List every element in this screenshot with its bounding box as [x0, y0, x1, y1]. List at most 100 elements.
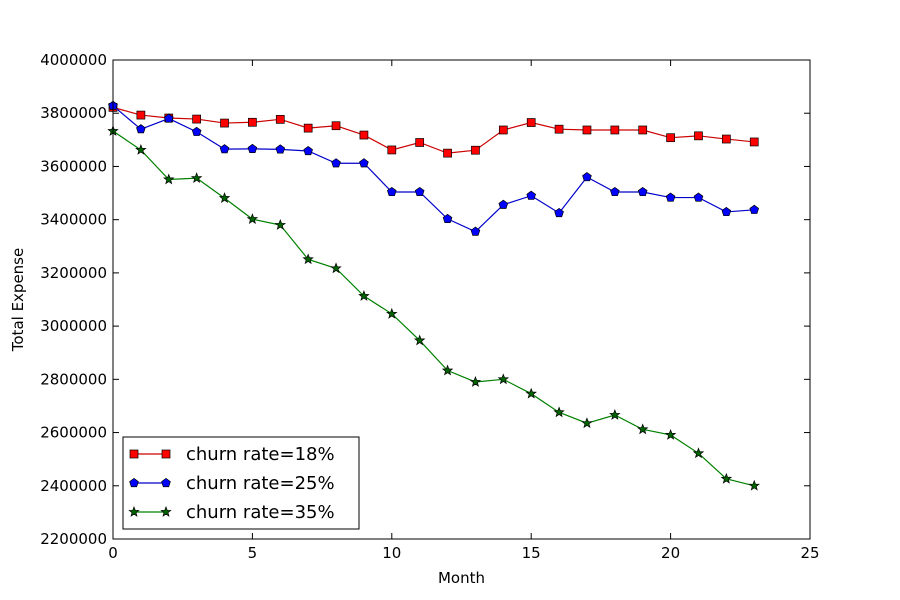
data-point: [526, 118, 536, 127]
series-line: [112, 105, 755, 233]
plot-frame: [112, 59, 811, 540]
series-2: [107, 125, 760, 491]
data-point: [192, 114, 201, 124]
ticks-layer: 0 5 10 15 20 25 2200000 2400000 2600000 2800000 30…: [40, 51, 819, 562]
data-point: [358, 290, 370, 301]
data-point: [359, 130, 369, 140]
legend-item-churn-18: churn rate=18%: [129, 444, 335, 465]
y-tick-label: 3400000: [40, 211, 107, 229]
data-point: [498, 199, 509, 209]
y-tick-label: 4000000: [40, 51, 107, 69]
data-point: [247, 143, 258, 153]
data-point: [721, 206, 732, 217]
x-tick-label: 5: [248, 544, 258, 562]
data-point: [469, 375, 482, 387]
data-point: [749, 204, 760, 214]
data-point: [610, 186, 620, 197]
data-point: [526, 190, 536, 200]
series-layer: [107, 100, 760, 491]
x-tick-label: 0: [108, 544, 118, 562]
data-point: [275, 114, 285, 124]
data-point: [136, 110, 146, 120]
x-tick-label: 10: [382, 544, 401, 562]
x-axis-title: Month: [438, 569, 485, 587]
data-point: [497, 373, 510, 385]
data-point: [190, 172, 203, 184]
data-point: [386, 307, 398, 319]
data-point: [582, 125, 592, 135]
data-point: [664, 428, 677, 440]
legend-item-churn-35: churn rate=35%: [128, 502, 335, 523]
data-point: [694, 131, 703, 141]
data-point: [246, 213, 259, 224]
data-point: [692, 447, 705, 459]
data-point: [665, 192, 676, 202]
legend-marker: [128, 505, 140, 517]
legend-marker: [161, 449, 171, 459]
data-point: [303, 123, 313, 133]
data-point: [525, 387, 537, 399]
data-point: [135, 143, 147, 155]
data-point: [443, 148, 452, 158]
x-tick-label: 25: [800, 544, 819, 562]
data-point: [191, 126, 202, 136]
legend: churn rate=18% churn rate=25% churn rate…: [122, 436, 360, 530]
series-line: [112, 106, 755, 154]
data-point: [749, 137, 759, 147]
legend-label: churn rate=35%: [186, 502, 335, 523]
data-point: [331, 121, 341, 131]
data-point: [163, 113, 174, 123]
data-point: [470, 226, 481, 236]
data-point: [248, 117, 257, 127]
y-tick-label: 3800000: [40, 104, 107, 122]
data-point: [359, 158, 369, 168]
legend-marker: [160, 505, 172, 517]
data-point: [582, 172, 592, 182]
data-point: [498, 125, 508, 135]
data-point: [554, 124, 564, 134]
legend-marker: [161, 477, 171, 488]
data-point: [722, 134, 731, 144]
data-point: [274, 218, 286, 230]
legend-item-churn-25: churn rate=25%: [129, 473, 335, 494]
data-point: [136, 124, 146, 134]
data-point: [414, 186, 425, 197]
data-point: [609, 408, 621, 420]
legend-label: churn rate=25%: [186, 473, 335, 494]
legend-label: churn rate=18%: [186, 444, 335, 465]
data-point: [638, 125, 648, 135]
data-point: [693, 192, 704, 202]
data-point: [748, 479, 760, 491]
y-tick-label: 2600000: [40, 424, 107, 442]
data-point: [302, 253, 314, 265]
y-tick-label: 2800000: [40, 370, 107, 388]
data-point: [415, 138, 425, 147]
data-point: [219, 144, 230, 154]
data-point: [554, 207, 564, 218]
y-tick-label: 3000000: [40, 317, 107, 335]
y-axis-title: Total Expense: [9, 248, 27, 352]
data-point: [331, 158, 341, 168]
x-tick-label: 15: [522, 544, 541, 562]
x-tick-label: 20: [661, 544, 680, 562]
data-point: [637, 423, 649, 435]
data-point: [387, 186, 397, 197]
data-point: [720, 472, 733, 484]
data-point: [637, 186, 648, 197]
data-point: [330, 262, 342, 274]
y-tick-label: 2400000: [40, 477, 107, 495]
y-tick-label: 3200000: [40, 264, 107, 282]
data-point: [442, 213, 453, 223]
data-point: [471, 145, 480, 155]
data-point: [666, 133, 675, 143]
series-line: [112, 130, 755, 487]
data-point: [275, 144, 286, 154]
data-point: [610, 125, 620, 135]
data-point: [303, 145, 313, 156]
data-point: [218, 192, 231, 203]
legend-marker: [129, 477, 139, 488]
data-point: [553, 406, 565, 418]
data-point: [220, 118, 229, 128]
